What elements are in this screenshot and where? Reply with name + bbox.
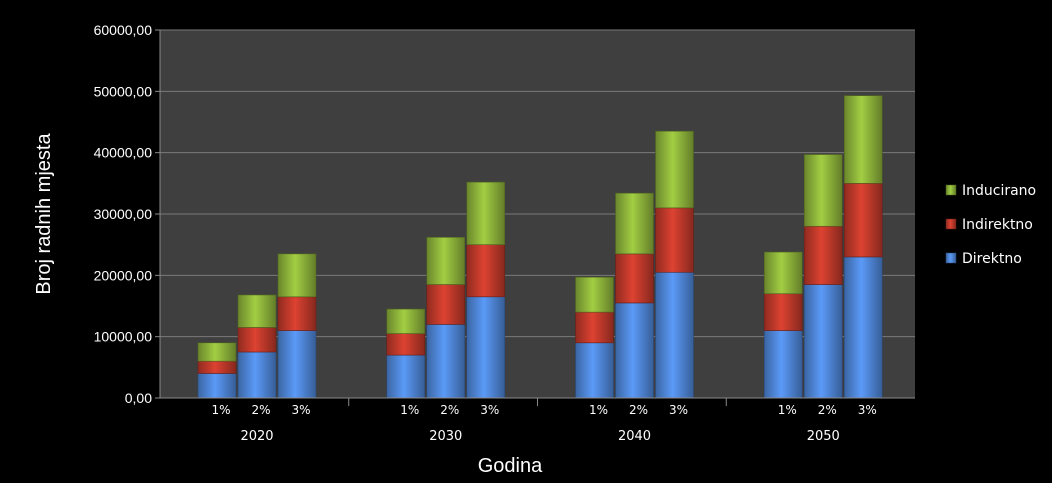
subcategory-label: 1% xyxy=(211,403,230,417)
bar-segment-direktno xyxy=(843,256,883,399)
legend: Inducirano Indirektno Direktno xyxy=(945,183,1036,267)
y-tick-label: 10000,00 xyxy=(94,329,153,345)
legend-label-direktno: Direktno xyxy=(962,251,1022,267)
x-tick-labels: 1% 2% 3% 2020 1% 2% 3% 2030 1% 2% 3% 2040 1% 2% 3% 2050 xyxy=(211,398,877,444)
bar-segment-direktno xyxy=(655,271,694,399)
group-label: 2030 xyxy=(429,429,462,444)
bar-segment-indirektno xyxy=(386,333,426,356)
bar-segment-direktno xyxy=(575,342,614,399)
bar-segment-inducirano xyxy=(803,154,843,227)
y-axis-title: Broj radnih mjesta xyxy=(33,133,55,295)
bar-segment-indirektno xyxy=(426,284,466,325)
bar-segment-inducirano xyxy=(655,130,694,209)
y-tick-label: 30000,00 xyxy=(94,206,153,222)
subcategory-label: 2% xyxy=(440,403,459,417)
bar-segment-direktno xyxy=(197,373,237,399)
bar-segment-indirektno xyxy=(197,360,237,374)
subcategory-label: 1% xyxy=(400,403,419,417)
legend-swatch-direktno xyxy=(945,252,957,264)
legend-label-indirektno: Indirektno xyxy=(962,217,1033,233)
bar-segment-inducirano xyxy=(763,251,803,295)
y-tick-label: 40000,00 xyxy=(94,145,153,161)
subcategory-label: 3% xyxy=(669,403,688,417)
bar-segment-indirektno xyxy=(655,207,694,273)
y-tick-label: 20000,00 xyxy=(94,267,153,283)
group-label: 2020 xyxy=(240,429,273,444)
bar-segment-direktno xyxy=(277,330,317,399)
bar-segment-inducirano xyxy=(237,294,277,328)
bar-segment-inducirano xyxy=(197,342,237,362)
bar-segment-inducirano xyxy=(426,237,466,285)
group-label: 2040 xyxy=(618,429,651,444)
bar-segment-inducirano xyxy=(277,253,317,298)
legend-label-inducirano: Inducirano xyxy=(962,183,1036,199)
bar-segment-inducirano xyxy=(843,95,883,184)
y-tick-label: 0,00 xyxy=(125,390,152,406)
subcategory-label: 3% xyxy=(480,403,499,417)
bar-segment-direktno xyxy=(803,284,843,399)
legend-swatch-inducirano xyxy=(945,184,957,196)
bar-segment-direktno xyxy=(237,351,277,399)
bars xyxy=(197,95,883,399)
bar-segment-direktno xyxy=(426,324,466,399)
bar-segment-indirektno xyxy=(575,311,614,344)
legend-swatch-indirektno xyxy=(945,218,957,230)
y-tick-label: 50000,00 xyxy=(94,83,153,99)
bar-segment-indirektno xyxy=(763,293,803,331)
subcategory-label: 3% xyxy=(291,403,310,417)
bar-segment-direktno xyxy=(466,296,506,399)
group-label: 2050 xyxy=(807,429,840,444)
bar-segment-inducirano xyxy=(615,192,654,255)
y-tick-labels: 0,00 10000,00 20000,00 30000,00 40000,00 5000… xyxy=(94,22,153,406)
bar-segment-indirektno xyxy=(803,225,843,285)
subcategory-label: 1% xyxy=(589,403,608,417)
bar-segment-indirektno xyxy=(615,253,654,304)
bar-segment-indirektno xyxy=(843,183,883,258)
x-axis-title: Godina xyxy=(478,455,543,477)
bar-segment-direktno xyxy=(615,302,654,399)
bar-segment-inducirano xyxy=(575,276,614,313)
subcategory-label: 3% xyxy=(858,403,877,417)
bar-segment-indirektno xyxy=(237,327,277,353)
subcategory-label: 2% xyxy=(629,403,648,417)
bar-segment-inducirano xyxy=(386,308,426,334)
bar-segment-indirektno xyxy=(466,244,506,298)
bar-segment-indirektno xyxy=(277,296,317,331)
subcategory-label: 2% xyxy=(251,403,270,417)
subcategory-label: 2% xyxy=(818,403,837,417)
bar-segment-direktno xyxy=(763,330,803,399)
bar-segment-inducirano xyxy=(466,181,506,245)
subcategory-label: 1% xyxy=(778,403,797,417)
bar-segment-direktno xyxy=(386,354,426,399)
y-tick-label: 60000,00 xyxy=(94,22,153,38)
